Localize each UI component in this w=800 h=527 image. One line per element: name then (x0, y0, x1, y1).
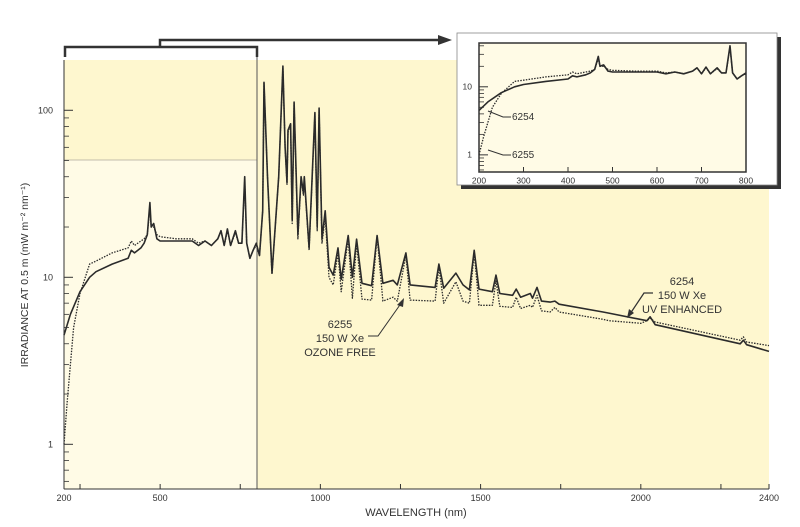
annotation-6254-lamp: 150 W Xe (658, 290, 706, 302)
x-tick-label: 1000 (310, 493, 330, 503)
y-tick-label: 100 (38, 105, 53, 115)
arrow-head-icon (397, 298, 404, 307)
x-tick-label: 200 (56, 493, 71, 503)
inset-y-tick-label: 10 (463, 82, 473, 92)
annotation-6254-name: 6254 (670, 276, 694, 288)
inset-label-6255: 6255 (512, 150, 535, 161)
arrow-head-icon (438, 35, 452, 45)
x-tick-label: 2400 (759, 493, 779, 503)
inset-label-6254: 6254 (512, 112, 535, 123)
range-bracket-leader (158, 38, 440, 47)
inset-series-6254-line (478, 44, 747, 111)
annotation-6255-arrow (368, 301, 403, 337)
inset-arrow-6255 (487, 149, 511, 156)
inset-series-6255-line (478, 46, 747, 156)
inset-x-tick-label: 200 (472, 176, 486, 186)
inset-x-tick-label: 600 (650, 176, 664, 186)
series-6254-line (63, 65, 770, 353)
inset-x-tick-label: 500 (605, 176, 619, 186)
range-bracket (63, 45, 259, 57)
annotation-6254-arrow (629, 292, 653, 315)
inset-x-tick-label: 400 (561, 176, 575, 186)
visible-region-background (63, 159, 258, 490)
x-axis-label: WAVELENGTH (nm) (365, 507, 466, 519)
x-tick-label: 1500 (471, 493, 491, 503)
inset-x-tick-label: 300 (516, 176, 530, 186)
inset-arrow-6254 (487, 110, 511, 118)
x-tick-label: 500 (153, 493, 168, 503)
annotation-6254-type: UV ENHANCED (642, 304, 722, 316)
series-6255-line (63, 66, 770, 445)
y-axis-label: IRRADIANCE AT 0.5 m (mW m⁻² nm⁻¹) (19, 183, 31, 368)
inset-y-tick-label: 1 (467, 150, 472, 160)
annotation-6255-name: 6255 (328, 319, 352, 331)
arrow-head-icon (627, 309, 634, 318)
inset-x-tick-label: 800 (739, 176, 753, 186)
y-tick-label: 10 (43, 272, 53, 282)
annotation-6255-type: OZONE FREE (304, 347, 376, 359)
annotation-6255-lamp: 150 W Xe (316, 333, 364, 345)
x-tick-label: 2000 (631, 493, 651, 503)
inset-x-tick-label: 700 (694, 176, 708, 186)
y-tick-label: 1 (48, 439, 53, 449)
inset-plot-background (478, 42, 747, 173)
